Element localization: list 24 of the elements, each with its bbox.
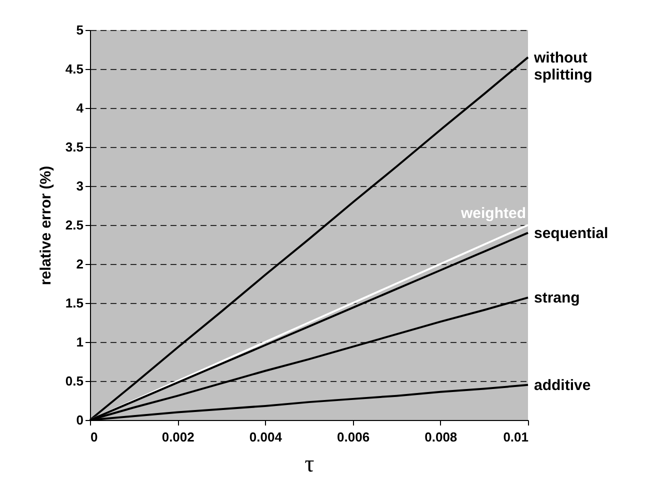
series-label: weighted [460,205,526,222]
series-label: additive [534,376,591,394]
x-tick-label: 0.008 [424,430,458,444]
x-tick-label: 0.002 [162,430,194,444]
y-tick-label: 2 [76,256,84,272]
y-tick-label: 2.5 [65,218,84,232]
y-tick-label: 4.5 [65,62,84,76]
y-tick-label: 0.5 [65,374,84,388]
y-tick-label: 1.5 [65,296,84,310]
y-tick-label: 1 [76,334,84,350]
x-tick-label: 0.01 [503,430,528,444]
y-tick-label: 5 [76,22,84,38]
y-axis-title: relative error (%) [37,166,54,286]
x-tick-label: 0.006 [337,430,370,444]
x-tick-label: 0 [90,430,98,444]
series-label: strang [534,290,580,307]
series-label: without splitting [533,49,592,84]
y-tick-label: 0 [76,412,84,428]
y-tick-label: 3 [76,178,84,194]
y-tick-label: 3.5 [65,140,84,154]
x-axis-title: τ [304,452,315,478]
y-tick-label: 4 [76,100,84,116]
x-tick-label: 0.004 [249,430,283,444]
series-label: sequential [534,224,608,242]
